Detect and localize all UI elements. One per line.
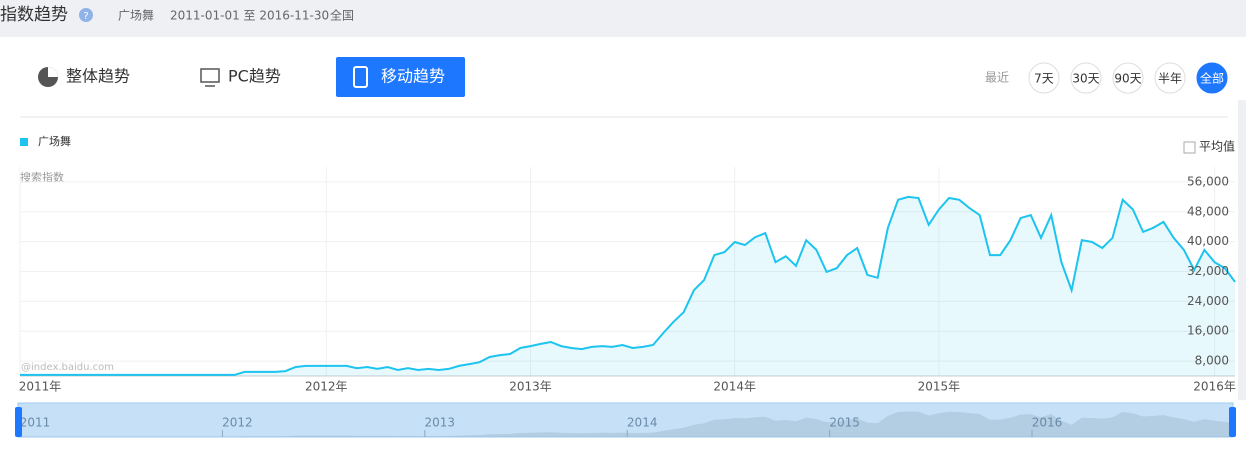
- navigator-label: 2015: [829, 416, 860, 430]
- y-tick-label: 16,000: [1187, 324, 1229, 338]
- y-tick-label: 32,000: [1187, 264, 1229, 278]
- average-label[interactable]: 平均值: [1199, 139, 1235, 154]
- navigator-label: 2013: [425, 416, 456, 430]
- navigator-label: 2012: [222, 416, 253, 430]
- range-button-label[interactable]: 7天: [1034, 72, 1054, 86]
- help-icon[interactable]: [79, 8, 93, 22]
- checkbox[interactable]: [1183, 141, 1196, 154]
- keyword: 广场舞: [118, 9, 154, 23]
- x-tick-label: 2011年: [19, 380, 62, 394]
- tab[interactable]: 整体趋势: [38, 67, 130, 88]
- navigator-label: 2016: [1032, 416, 1063, 430]
- tab-bg[interactable]: [336, 57, 465, 97]
- range-button[interactable]: [1028, 62, 1060, 94]
- date-range: 2011-01-01 至 2016-11-30: [170, 9, 329, 23]
- tab-active[interactable]: 移动趋势: [336, 57, 465, 97]
- range-label: 最近: [985, 71, 1009, 85]
- mobile-icon: [353, 66, 368, 88]
- range-button[interactable]: [1154, 62, 1186, 94]
- y-tick-label: 24,000: [1187, 294, 1229, 308]
- y-tick-label: 48,000: [1187, 204, 1229, 218]
- pie-slice: [48, 67, 58, 77]
- watermark: @index.baidu.com: [21, 362, 114, 373]
- navigator-label: 2011: [20, 416, 51, 430]
- tab[interactable]: PC趋势: [200, 67, 281, 87]
- area: [20, 196, 1235, 376]
- x-tick-label: 2016年: [1193, 380, 1236, 394]
- range-button[interactable]: [1196, 62, 1228, 94]
- x-tick-label: 2013年: [509, 380, 552, 394]
- x-tick-label: 2012年: [305, 380, 348, 394]
- range-button-label[interactable]: 30天: [1072, 72, 1099, 86]
- y-tick-label: 8,000: [1195, 354, 1229, 368]
- header-bar: [0, 0, 1246, 37]
- help-text[interactable]: ?: [83, 11, 88, 22]
- legend-swatch: [20, 138, 28, 146]
- y-tick-label: 56,000: [1187, 174, 1229, 188]
- pc-icon: [200, 68, 220, 83]
- navigator-label: 2014: [627, 416, 658, 430]
- range-button-label[interactable]: 90天: [1114, 72, 1141, 86]
- range-button[interactable]: [1112, 62, 1144, 94]
- legend-label[interactable]: 广场舞: [38, 134, 71, 148]
- navigator-handle[interactable]: [1229, 407, 1236, 437]
- y-axis-label: 搜索指数: [20, 170, 64, 184]
- navigator-area: [20, 411, 1235, 437]
- header-title: 指数趋势: [0, 5, 68, 25]
- range-button-label[interactable]: 半年: [1158, 72, 1182, 86]
- range-button-label[interactable]: 全部: [1200, 71, 1224, 86]
- tab-label[interactable]: 整体趋势: [66, 67, 130, 86]
- navigator-handle[interactable]: [15, 407, 22, 437]
- x-tick-label: 2014年: [713, 380, 756, 394]
- x-tick-label: 2015年: [918, 380, 961, 394]
- region: 全国: [330, 8, 354, 23]
- line: [20, 195, 1236, 376]
- range-button[interactable]: [1070, 62, 1102, 94]
- tab-label[interactable]: 移动趋势: [381, 67, 445, 86]
- side-strip: [1238, 100, 1246, 400]
- tab-label[interactable]: PC趋势: [228, 67, 281, 86]
- y-tick-label: 40,000: [1187, 234, 1229, 248]
